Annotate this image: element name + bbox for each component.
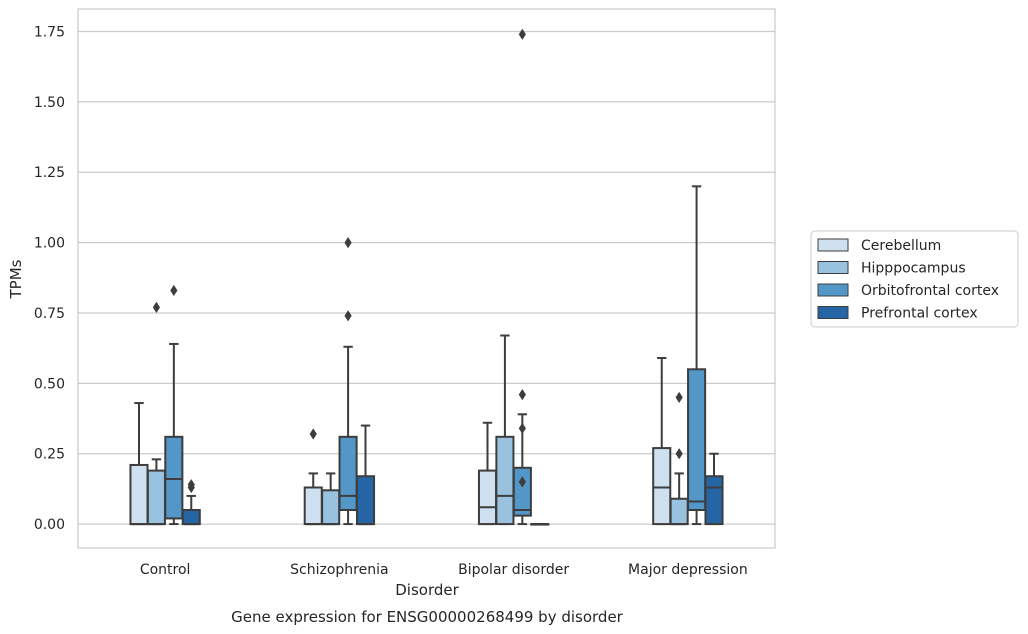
outlier-point (344, 237, 352, 249)
x-tick-label: Bipolar disorder (458, 562, 569, 578)
legend-swatch (817, 261, 849, 274)
legend-label: Prefrontal cortex (861, 306, 978, 322)
box-body (303, 486, 323, 526)
legend: Cerebellum Hipppocampus Orbitofrontal cort… (810, 230, 1019, 328)
outlier-point (518, 476, 526, 488)
box-plot-item (495, 334, 515, 526)
legend-label: Hipppocampus (861, 261, 966, 277)
gridlines (78, 30, 775, 525)
legend-label: Cerebellum (861, 238, 941, 254)
chart-caption: Gene expression for ENSG00000268499 by d… (231, 608, 624, 626)
box-plot-item (512, 28, 532, 526)
box-plot-item (129, 402, 149, 526)
y-tick-label: 0.25 (34, 447, 65, 463)
box-body (704, 475, 724, 526)
y-tick-label: 1.00 (34, 236, 65, 252)
box-body (687, 368, 707, 512)
box-body (146, 469, 166, 526)
box-body (495, 435, 515, 526)
y-tick-label: 1.75 (34, 25, 65, 41)
box-body (355, 475, 376, 526)
box-plot-item (669, 391, 689, 526)
box-plot-item (303, 428, 323, 526)
outlier-point (309, 428, 317, 440)
box-plot-item (477, 421, 498, 526)
box-body (129, 463, 149, 526)
y-tick-label: 1.50 (34, 95, 65, 111)
x-tick-labels: Control Schizophrenia Bipolar disorder Majo… (140, 562, 748, 578)
x-tick-label: Major depression (628, 562, 748, 578)
outlier-point (187, 479, 195, 491)
outlier-point (675, 391, 683, 404)
outlier-point (518, 389, 526, 401)
box-plot-item (355, 424, 376, 526)
box-body (164, 435, 184, 520)
box-body (181, 509, 201, 526)
outlier-point (518, 422, 526, 434)
box-body (321, 489, 341, 526)
y-tick-label: 0.50 (34, 376, 65, 392)
box-body (669, 497, 689, 526)
box-plot-item (181, 479, 201, 526)
outlier-point (518, 28, 526, 40)
y-tick-label: 0.75 (34, 306, 65, 322)
legend-label: Orbitofrontal cortex (861, 283, 999, 299)
box-plot-item (687, 185, 707, 526)
outlier-point (675, 448, 683, 460)
box-plot-item (338, 237, 358, 526)
box-plot-item (652, 357, 672, 526)
box-body (652, 447, 672, 526)
outlier-point (344, 310, 352, 322)
box-plot-item (704, 452, 724, 526)
box-plot-item (164, 284, 184, 526)
box-plot-item (321, 472, 341, 526)
outlier-point (170, 284, 178, 297)
plot-frame (77, 8, 776, 549)
box-plot-item (530, 523, 550, 526)
y-axis-title: TPMs (7, 259, 25, 299)
y-tick-labels: 0.00 0.25 0.50 0.75 1.00 1.25 1.50 1.75 (34, 25, 65, 534)
legend-swatch (817, 306, 849, 319)
x-tick-label: Control (140, 562, 191, 578)
outlier-point (152, 301, 161, 313)
x-tick-label: Schizophrenia (290, 562, 388, 578)
y-tick-label: 0.00 (34, 517, 65, 533)
legend-frame (810, 230, 1019, 328)
legend-swatch (817, 283, 849, 297)
box-groups (129, 28, 724, 526)
legend-swatch (817, 238, 849, 252)
box-plot-item (146, 301, 166, 526)
box-body (477, 469, 498, 526)
box-body (338, 435, 358, 512)
x-axis-title: Disorder (395, 581, 459, 599)
y-tick-label: 1.25 (34, 165, 65, 181)
box-body (512, 466, 532, 517)
